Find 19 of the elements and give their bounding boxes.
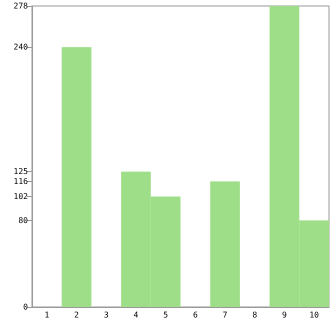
x-tick-label: 9 (282, 310, 288, 320)
y-tick-label: 102 (14, 192, 28, 202)
x-tick-label: 6 (192, 310, 198, 320)
y-tick-label: 80 (18, 216, 28, 225)
x-tick-label: 5 (163, 310, 168, 320)
x-tick-label: 10 (309, 310, 320, 320)
y-tick-label: 0 (23, 302, 28, 312)
x-tick-label: 4 (134, 310, 139, 320)
x-tick-label: 2 (74, 310, 80, 320)
x-tick-label: 8 (252, 310, 258, 320)
y-tick-label: 125 (14, 167, 28, 176)
y-tick-label: 116 (14, 176, 28, 186)
x-tick-label: 7 (222, 310, 228, 320)
y-tick-label: 240 (14, 42, 28, 52)
x-tick-label: 3 (104, 310, 109, 320)
bar (62, 47, 92, 307)
bar (210, 181, 240, 307)
y-tick-label: 278 (14, 2, 28, 10)
x-tick-label: 1 (44, 310, 50, 320)
